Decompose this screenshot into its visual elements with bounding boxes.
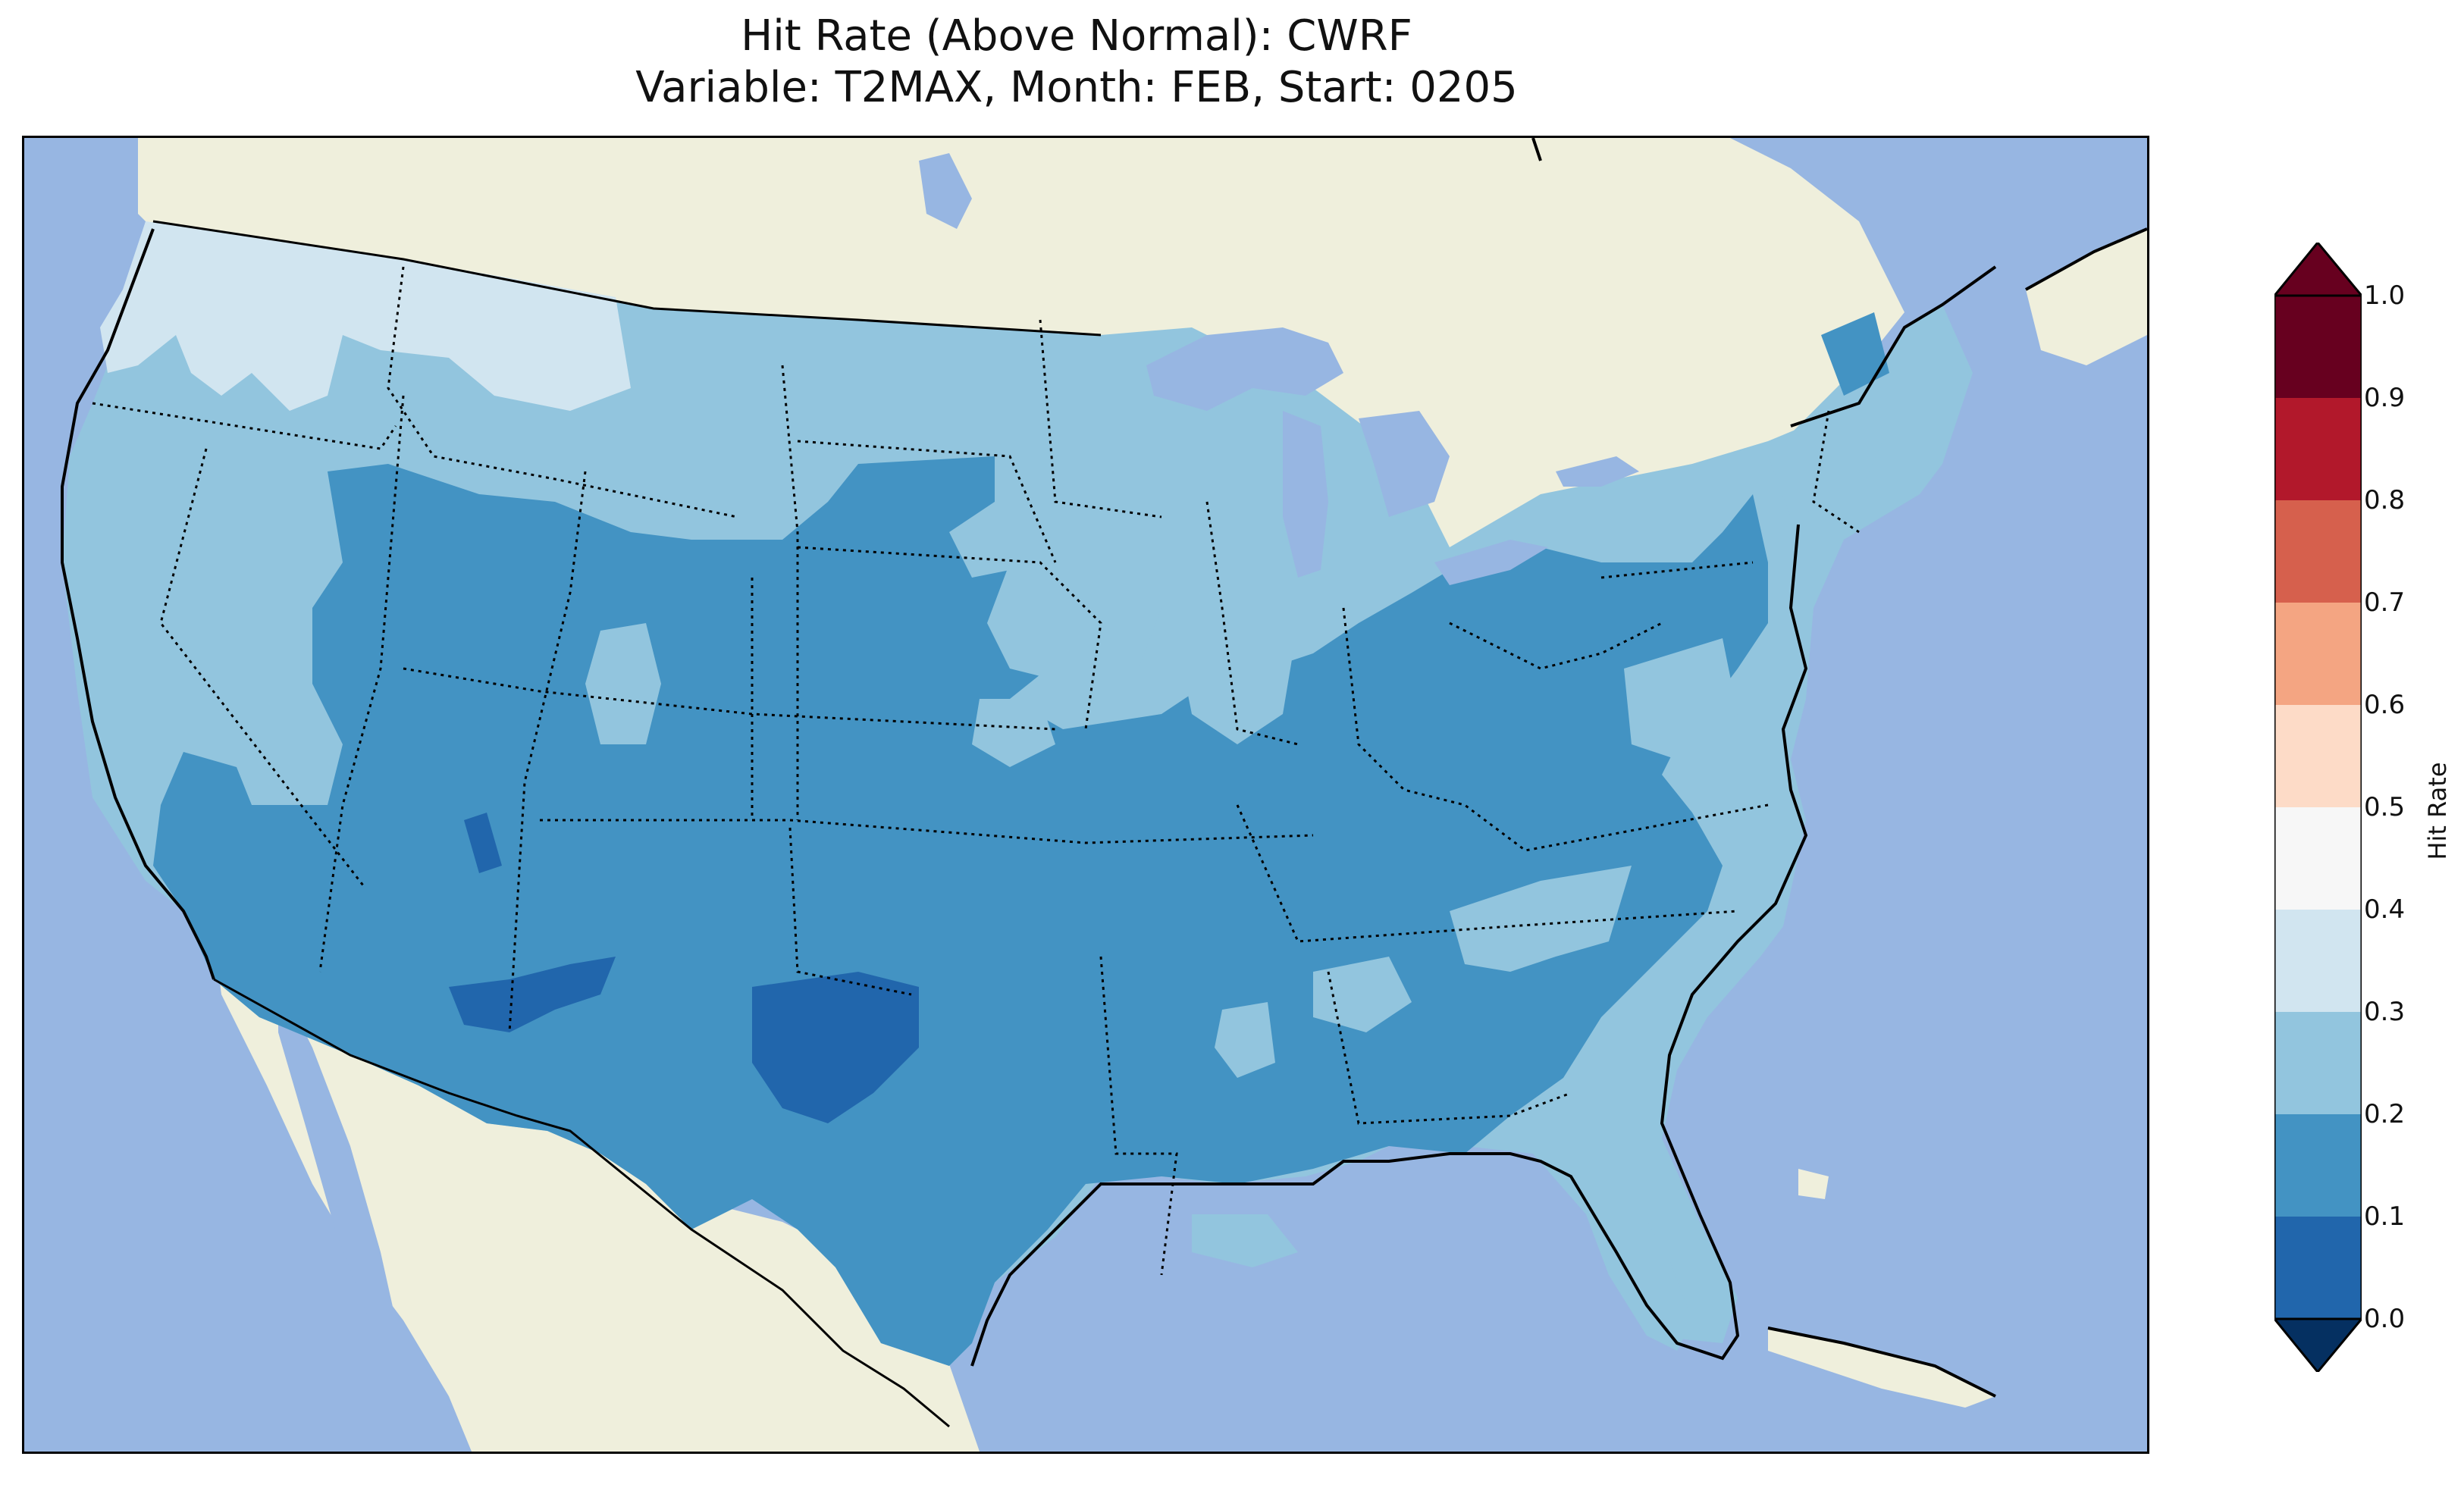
field-0.3-0.4-mississippi [1215, 1002, 1275, 1078]
field-0.2-0.3-central [153, 456, 1768, 1366]
title-line-1: Hit Rate (Above Normal): CWRF [741, 11, 1412, 61]
field-0.4-0.5-pnw [100, 221, 631, 411]
colorbar-tick-0.7: 0.7 [2364, 587, 2406, 618]
colorbar-bin-0.2-0.3 [2274, 1012, 2362, 1114]
state-borders [92, 266, 1860, 1276]
colorbar-bin-0.1-0.2 [2274, 1114, 2362, 1217]
colorbar-tick-0.0: 0.0 [2364, 1304, 2406, 1334]
title-line-2: Variable: T2MAX, Month: FEB, Start: 0205 [635, 63, 1518, 112]
colorbar-bin-0.3-0.4 [2274, 910, 2362, 1012]
colorbar-tick-1.0: 1.0 [2364, 280, 2406, 311]
hudson-bay-lakes [919, 153, 972, 229]
colorbar-bin-0.9-1.0 [2274, 296, 2362, 398]
lake-erie [1434, 540, 1548, 585]
colorbar-bin-0.7-0.8 [2274, 500, 2362, 603]
map-title: Hit Rate (Above Normal): CWRF Variable: … [0, 11, 2153, 114]
colorbar-bin-0.8-0.9 [2274, 398, 2362, 500]
colorbar-tick-0.9: 0.9 [2364, 383, 2406, 413]
baja-gulf [278, 979, 396, 1320]
lake-superior [1146, 327, 1343, 411]
hit-rate-field [62, 221, 1973, 1366]
newfoundland-land [2026, 229, 2147, 365]
map-svg [24, 138, 2147, 1452]
field-0.1-0.2-west-texas [752, 972, 919, 1123]
lake-huron [1359, 411, 1450, 517]
field-0.3-0.4-kansas-patch [972, 699, 1055, 767]
colorbar [2274, 243, 2362, 1372]
field-0.3-0.4-illinois [1177, 562, 1298, 744]
colorbar-extend-low [2274, 1317, 2362, 1372]
colorbar-bin-0.0-0.1 [2274, 1217, 2362, 1319]
field-0.3-0.4-alabama [1313, 957, 1412, 1032]
colorbar-bin-0.6-0.7 [2274, 603, 2362, 705]
colorbar-tick-0.2: 0.2 [2364, 1099, 2406, 1129]
lake-ontario [1556, 456, 1639, 487]
colorbar-tick-0.4: 0.4 [2364, 894, 2406, 925]
field-0.3-0.4-gulf-coast [1192, 1214, 1298, 1267]
bahamas-land [1798, 1169, 1829, 1199]
colorbar-tick-0.3: 0.3 [2364, 997, 2406, 1027]
colorbar-tick-0.8: 0.8 [2364, 485, 2406, 515]
colorbar-bin-0.5-0.6 [2274, 705, 2362, 807]
colorbar-bin-0.4-0.5 [2274, 807, 2362, 910]
colorbar-tick-0.1: 0.1 [2364, 1201, 2406, 1232]
country-borders [152, 220, 1102, 1428]
field-0.3-0.4-virginia [1624, 638, 1738, 760]
field-0.1-0.2-nm-border [449, 957, 616, 1032]
field-0.1-0.2-arizona [464, 813, 502, 873]
field-0.3-0.4-iowa [987, 562, 1161, 684]
coastlines [61, 138, 2147, 1398]
field-0.3-0.4-colorado [585, 623, 661, 744]
map-panel [22, 136, 2149, 1454]
colorbar-extend-high [2274, 243, 2362, 297]
lake-michigan [1283, 411, 1328, 578]
field-0.3-0.4-carolinas [1450, 866, 1632, 972]
cuba-land [1768, 1328, 1995, 1408]
great-lakes [919, 153, 1639, 585]
colorbar-tick-0.5: 0.5 [2364, 792, 2406, 822]
colorbar-tick-0.6: 0.6 [2364, 690, 2406, 720]
colorbar-label: Hit Rate [2423, 762, 2452, 860]
field-0.2-0.3-maine [1821, 312, 1889, 396]
